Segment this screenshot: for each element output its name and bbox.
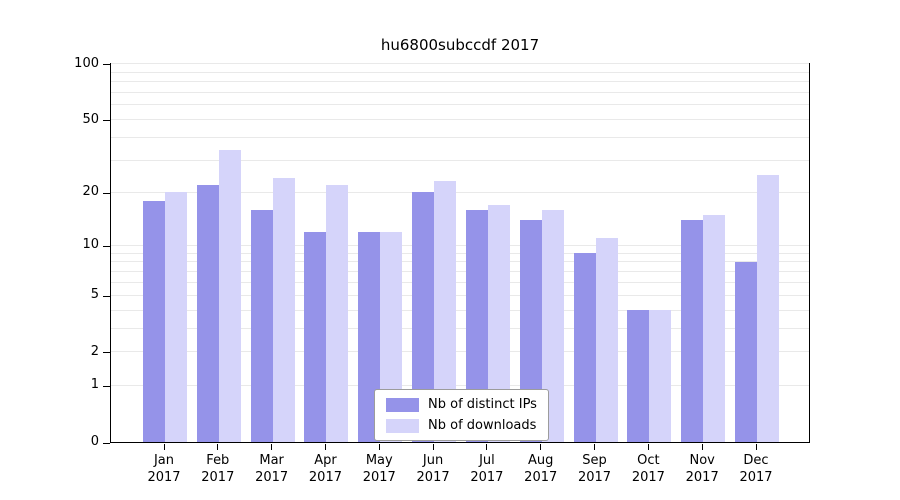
x-tick-label-may: May 2017 bbox=[362, 453, 396, 485]
x-tick-label-nov: Nov 2017 bbox=[685, 453, 719, 485]
bar-downloads-oct bbox=[649, 310, 672, 442]
y-tick-label-1: 1 bbox=[90, 377, 99, 393]
x-tick-dec bbox=[755, 444, 757, 450]
bar-distinct-ips-jan bbox=[143, 200, 165, 442]
gridline-6 bbox=[111, 281, 809, 283]
y-tick-label-50: 50 bbox=[82, 111, 99, 127]
bar-downloads-mar bbox=[272, 178, 295, 442]
legend: Nb of distinct IPs Nb of downloads bbox=[374, 389, 549, 441]
y-tick-2 bbox=[103, 352, 110, 354]
gridline-10 bbox=[111, 244, 809, 246]
gridline-80 bbox=[111, 81, 809, 83]
y-tick-0 bbox=[103, 442, 110, 444]
x-tick-may bbox=[378, 444, 380, 450]
gridline-90 bbox=[111, 71, 809, 73]
plot-area bbox=[110, 63, 810, 443]
bar-downloads-aug bbox=[541, 209, 564, 442]
x-tick-aug bbox=[540, 444, 542, 450]
x-tick-label-jan: Jan 2017 bbox=[147, 453, 181, 485]
x-tick-nov bbox=[701, 444, 703, 450]
x-tick-apr bbox=[324, 444, 326, 450]
x-tick-label-aug: Aug 2017 bbox=[524, 453, 558, 485]
y-tick-5 bbox=[103, 295, 110, 297]
bar-downloads-jun bbox=[434, 181, 457, 442]
x-tick-label-mar: Mar 2017 bbox=[255, 453, 289, 485]
legend-item-downloads: Nb of downloads bbox=[386, 418, 537, 433]
gridline-50 bbox=[111, 119, 809, 121]
x-tick-feb bbox=[217, 444, 219, 450]
x-tick-label-apr: Apr 2017 bbox=[308, 453, 342, 485]
gridline-4 bbox=[111, 309, 809, 311]
bar-downloads-nov bbox=[703, 214, 726, 442]
bar-distinct-ips-feb bbox=[196, 184, 219, 442]
x-tick-label-oct: Oct 2017 bbox=[631, 453, 665, 485]
bar-distinct-ips-apr bbox=[304, 231, 327, 442]
bar-downloads-dec bbox=[757, 174, 779, 442]
bar-distinct-ips-mar bbox=[250, 209, 273, 442]
y-tick-10 bbox=[103, 245, 110, 247]
y-tick-label-100: 100 bbox=[74, 55, 99, 71]
gridline-30 bbox=[111, 159, 809, 161]
x-tick-label-dec: Dec 2017 bbox=[739, 453, 773, 485]
y-tick-label-10: 10 bbox=[82, 237, 99, 253]
bar-distinct-ips-sep bbox=[573, 253, 596, 442]
gridline-40 bbox=[111, 137, 809, 138]
bar-distinct-ips-nov bbox=[681, 219, 704, 442]
legend-label-downloads: Nb of downloads bbox=[428, 418, 537, 433]
legend-swatch-distinct-ips bbox=[386, 397, 419, 412]
gridline-7 bbox=[111, 271, 809, 272]
gridline-60 bbox=[111, 104, 809, 106]
gridline-9 bbox=[111, 252, 809, 254]
y-tick-100 bbox=[103, 64, 110, 66]
x-tick-sep bbox=[594, 444, 596, 450]
chart-title: hu6800subccdf 2017 bbox=[380, 36, 540, 54]
legend-label-distinct-ips: Nb of distinct IPs bbox=[428, 397, 537, 412]
gridline-70 bbox=[111, 91, 809, 93]
y-tick-20 bbox=[103, 192, 110, 194]
bar-distinct-ips-dec bbox=[735, 261, 757, 442]
legend-item-distinct-ips: Nb of distinct IPs bbox=[386, 397, 537, 412]
y-tick-1 bbox=[103, 385, 110, 387]
gridline-20 bbox=[111, 191, 809, 193]
bar-downloads-sep bbox=[595, 238, 618, 442]
gridline-1 bbox=[111, 384, 809, 386]
y-tick-label-2: 2 bbox=[90, 343, 99, 359]
bar-downloads-jul bbox=[487, 205, 510, 442]
x-tick-label-jun: Jun 2017 bbox=[416, 453, 450, 485]
x-tick-jan bbox=[163, 444, 165, 450]
y-tick-label-0: 0 bbox=[90, 434, 99, 449]
legend-swatch-downloads bbox=[386, 418, 419, 433]
bar-downloads-jan bbox=[165, 192, 187, 442]
bar-downloads-feb bbox=[218, 150, 241, 442]
gridline-8 bbox=[111, 261, 809, 263]
x-tick-label-feb: Feb 2017 bbox=[201, 453, 235, 485]
bar-distinct-ips-jun bbox=[412, 192, 435, 442]
gridline-2 bbox=[111, 351, 809, 353]
y-tick-50 bbox=[103, 120, 110, 122]
bar-downloads-apr bbox=[326, 184, 349, 442]
bar-distinct-ips-aug bbox=[519, 219, 542, 442]
bar-distinct-ips-jul bbox=[465, 209, 488, 442]
bar-distinct-ips-oct bbox=[627, 310, 650, 442]
gridline-5 bbox=[111, 294, 809, 296]
gridline-3 bbox=[111, 327, 809, 329]
x-tick-jul bbox=[486, 444, 488, 450]
y-tick-label-20: 20 bbox=[82, 184, 99, 200]
x-tick-oct bbox=[647, 444, 649, 450]
y-tick-label-5: 5 bbox=[90, 287, 99, 303]
x-tick-mar bbox=[271, 444, 273, 450]
x-tick-label-jul: Jul 2017 bbox=[470, 453, 504, 485]
x-tick-label-sep: Sep 2017 bbox=[577, 453, 612, 485]
gridline-100 bbox=[111, 63, 809, 65]
x-tick-jun bbox=[432, 444, 434, 450]
